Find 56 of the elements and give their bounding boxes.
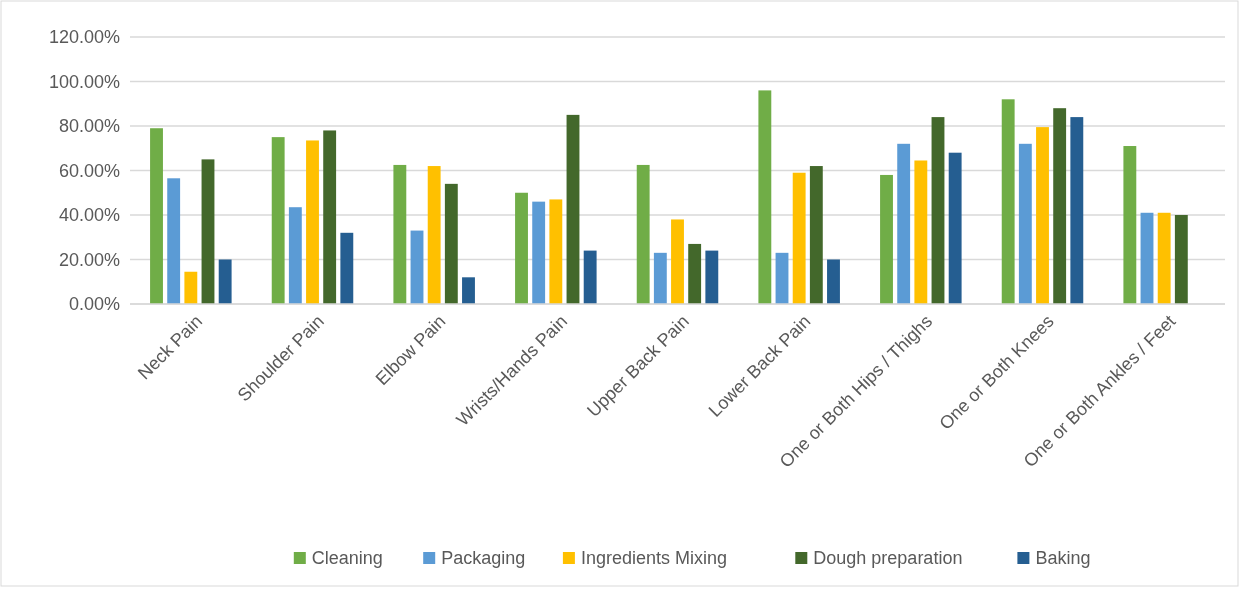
bar xyxy=(340,232,354,304)
bar xyxy=(1123,146,1137,304)
bar xyxy=(515,192,528,304)
bar xyxy=(705,250,719,304)
bar xyxy=(184,271,198,304)
bar xyxy=(150,128,163,304)
bar xyxy=(931,117,945,304)
legend-label: Ingredients Mixing xyxy=(580,548,727,569)
bar xyxy=(271,137,285,304)
bar xyxy=(880,174,893,304)
legend-label: Cleaning xyxy=(311,548,383,569)
bar xyxy=(636,164,650,304)
bar xyxy=(427,166,441,304)
y-tick-label: 0.00% xyxy=(68,294,120,315)
y-tick-label: 20.00% xyxy=(58,249,120,270)
legend-label: Packaging xyxy=(441,548,526,569)
bar xyxy=(1053,108,1067,304)
y-tick-label: 60.00% xyxy=(58,160,120,181)
bar xyxy=(1036,127,1049,304)
bar xyxy=(775,252,789,304)
bar xyxy=(1018,143,1032,304)
bar xyxy=(1157,212,1171,304)
bar xyxy=(410,230,424,304)
bar xyxy=(288,207,302,304)
y-tick-label: 100.00% xyxy=(48,71,120,92)
bar xyxy=(1174,215,1188,304)
bar xyxy=(218,259,232,304)
bar xyxy=(671,219,684,304)
bar xyxy=(827,259,840,304)
bar xyxy=(809,166,823,304)
bar xyxy=(1140,212,1154,304)
legend-label: Dough preparation xyxy=(813,548,963,569)
bar xyxy=(1001,99,1015,304)
bar xyxy=(549,199,563,304)
bar xyxy=(758,90,772,304)
bar xyxy=(897,143,911,304)
bar xyxy=(462,277,475,304)
bar xyxy=(688,243,702,304)
bar xyxy=(323,130,337,304)
bar xyxy=(914,160,928,304)
bar xyxy=(393,164,407,304)
y-tick-label: 120.00% xyxy=(48,27,120,48)
bar xyxy=(792,172,806,304)
bar xyxy=(566,114,580,304)
bar xyxy=(583,250,597,304)
y-tick-label: 40.00% xyxy=(58,205,120,226)
bar xyxy=(444,183,458,304)
bar xyxy=(653,252,667,304)
y-tick-label: 80.00% xyxy=(58,116,120,137)
legend-label: Baking xyxy=(1035,548,1091,569)
bar xyxy=(948,152,962,304)
bar xyxy=(167,178,181,304)
bar xyxy=(1070,117,1084,304)
bar xyxy=(532,201,546,304)
bar xyxy=(306,140,319,304)
bar xyxy=(201,159,215,304)
